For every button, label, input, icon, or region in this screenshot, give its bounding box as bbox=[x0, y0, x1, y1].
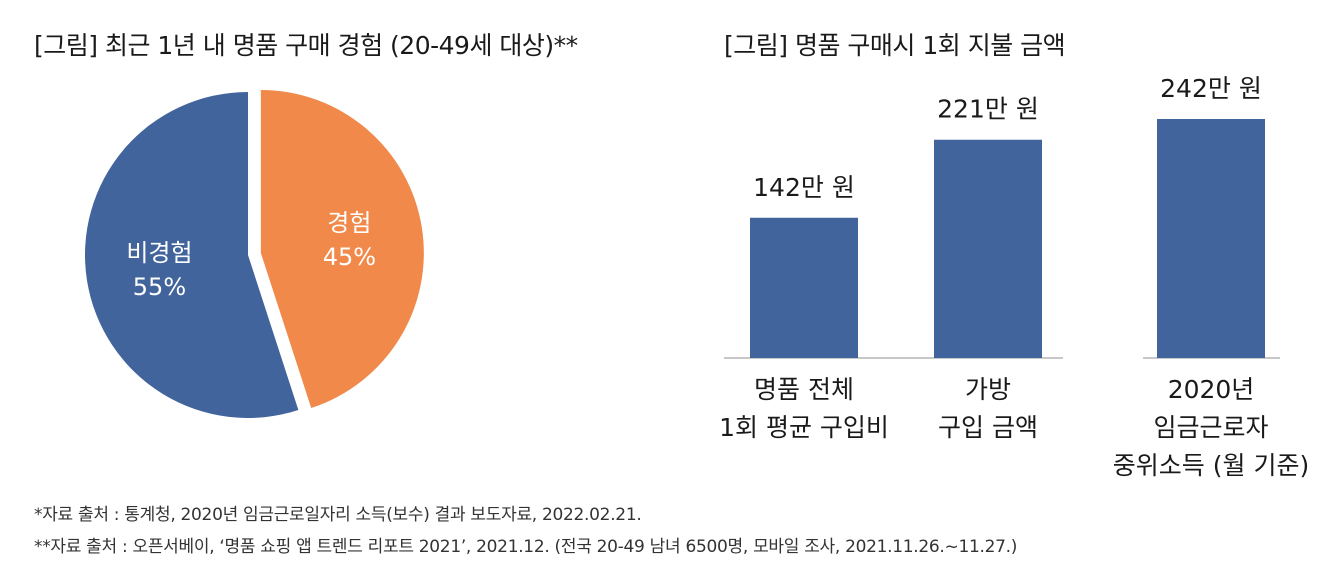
pie-slice-0 bbox=[260, 89, 424, 408]
bar-value-label-0: 142만 원 bbox=[753, 173, 855, 202]
source-note-1: *자료 출처 : 통계청, 2020년 임금근로일자리 소득(보수) 결과 보도… bbox=[34, 505, 642, 525]
bar-category-label-0-0: 명품 전체 bbox=[754, 375, 854, 404]
bar-1 bbox=[934, 139, 1042, 358]
pie-slice-label-0: 경험 bbox=[327, 209, 371, 237]
source-note-2: **자료 출처 : 오픈서베이, ‘명품 쇼핑 앱 트렌드 리포트 2021’,… bbox=[34, 537, 1018, 557]
pie-slice-value-1: 55% bbox=[133, 273, 186, 301]
bar-category-label-1-1: 구입 금액 bbox=[938, 413, 1038, 442]
bar-0 bbox=[750, 217, 858, 358]
bar-category-label-2-1: 임금근로자 bbox=[1153, 413, 1268, 442]
bar-category-label-2-0: 2020년 bbox=[1168, 375, 1255, 404]
bar-category-label-0-1: 1회 평균 구입비 bbox=[719, 413, 889, 442]
pie-slice-label-1: 비경험 bbox=[126, 239, 192, 267]
pie-slice-value-0: 45% bbox=[323, 243, 376, 271]
bar-category-label-1-0: 가방 bbox=[965, 375, 1011, 404]
bar-value-label-1: 221만 원 bbox=[937, 95, 1039, 124]
bar-2 bbox=[1157, 119, 1265, 358]
bar-category-label-2-2: 중위소득 (월 기준) bbox=[1113, 451, 1309, 480]
bar-chart-title: [그림] 명품 구매시 1회 지불 금액 bbox=[724, 31, 1066, 60]
bar-value-label-2: 242만 원 bbox=[1160, 74, 1262, 103]
pie-slice-1 bbox=[84, 92, 299, 418]
pie-chart-title: [그림] 최근 1년 내 명품 구매 경험 (20-49세 대상)** bbox=[34, 31, 578, 60]
